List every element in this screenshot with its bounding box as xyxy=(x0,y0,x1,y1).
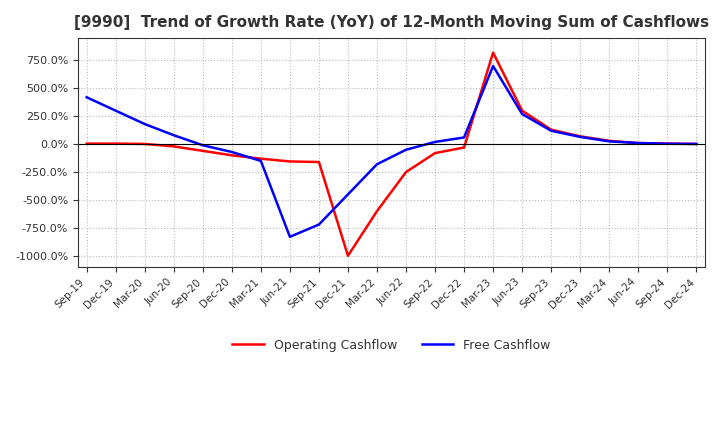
Free Cashflow xyxy=(228,149,236,154)
Operating Cashflow xyxy=(402,169,410,175)
Operating Cashflow xyxy=(460,145,469,150)
Operating Cashflow xyxy=(373,209,382,214)
Free Cashflow xyxy=(402,147,410,152)
Free Cashflow xyxy=(82,95,91,100)
Free Cashflow xyxy=(256,158,265,164)
Free Cashflow xyxy=(315,222,323,227)
Operating Cashflow xyxy=(431,150,439,156)
Free Cashflow xyxy=(112,108,120,114)
Operating Cashflow xyxy=(605,138,613,143)
Free Cashflow xyxy=(460,135,469,140)
Free Cashflow xyxy=(663,141,672,147)
Operating Cashflow xyxy=(518,108,526,114)
Operating Cashflow xyxy=(82,141,91,146)
Free Cashflow xyxy=(605,139,613,144)
Operating Cashflow xyxy=(112,141,120,146)
Operating Cashflow xyxy=(546,127,555,132)
Operating Cashflow xyxy=(343,253,352,258)
Free Cashflow xyxy=(140,121,149,127)
Title: [9990]  Trend of Growth Rate (YoY) of 12-Month Moving Sum of Cashflows: [9990] Trend of Growth Rate (YoY) of 12-… xyxy=(74,15,709,30)
Operating Cashflow xyxy=(663,141,672,146)
Free Cashflow xyxy=(199,143,207,148)
Free Cashflow xyxy=(518,111,526,117)
Operating Cashflow xyxy=(692,141,701,147)
Free Cashflow xyxy=(546,128,555,133)
Operating Cashflow xyxy=(169,144,178,149)
Operating Cashflow xyxy=(140,141,149,147)
Free Cashflow xyxy=(431,139,439,145)
Free Cashflow xyxy=(489,63,498,69)
Free Cashflow xyxy=(169,132,178,138)
Free Cashflow xyxy=(576,134,585,139)
Operating Cashflow xyxy=(199,148,207,154)
Free Cashflow xyxy=(373,161,382,167)
Operating Cashflow xyxy=(256,156,265,161)
Line: Operating Cashflow: Operating Cashflow xyxy=(86,53,696,256)
Operating Cashflow xyxy=(228,153,236,158)
Operating Cashflow xyxy=(576,134,585,139)
Operating Cashflow xyxy=(315,159,323,165)
Free Cashflow xyxy=(343,192,352,197)
Operating Cashflow xyxy=(489,50,498,55)
Legend: Operating Cashflow, Free Cashflow: Operating Cashflow, Free Cashflow xyxy=(228,334,556,357)
Operating Cashflow xyxy=(634,140,642,146)
Operating Cashflow xyxy=(286,159,294,164)
Free Cashflow xyxy=(634,140,642,146)
Line: Free Cashflow: Free Cashflow xyxy=(86,66,696,237)
Free Cashflow xyxy=(286,234,294,239)
Free Cashflow xyxy=(692,141,701,147)
